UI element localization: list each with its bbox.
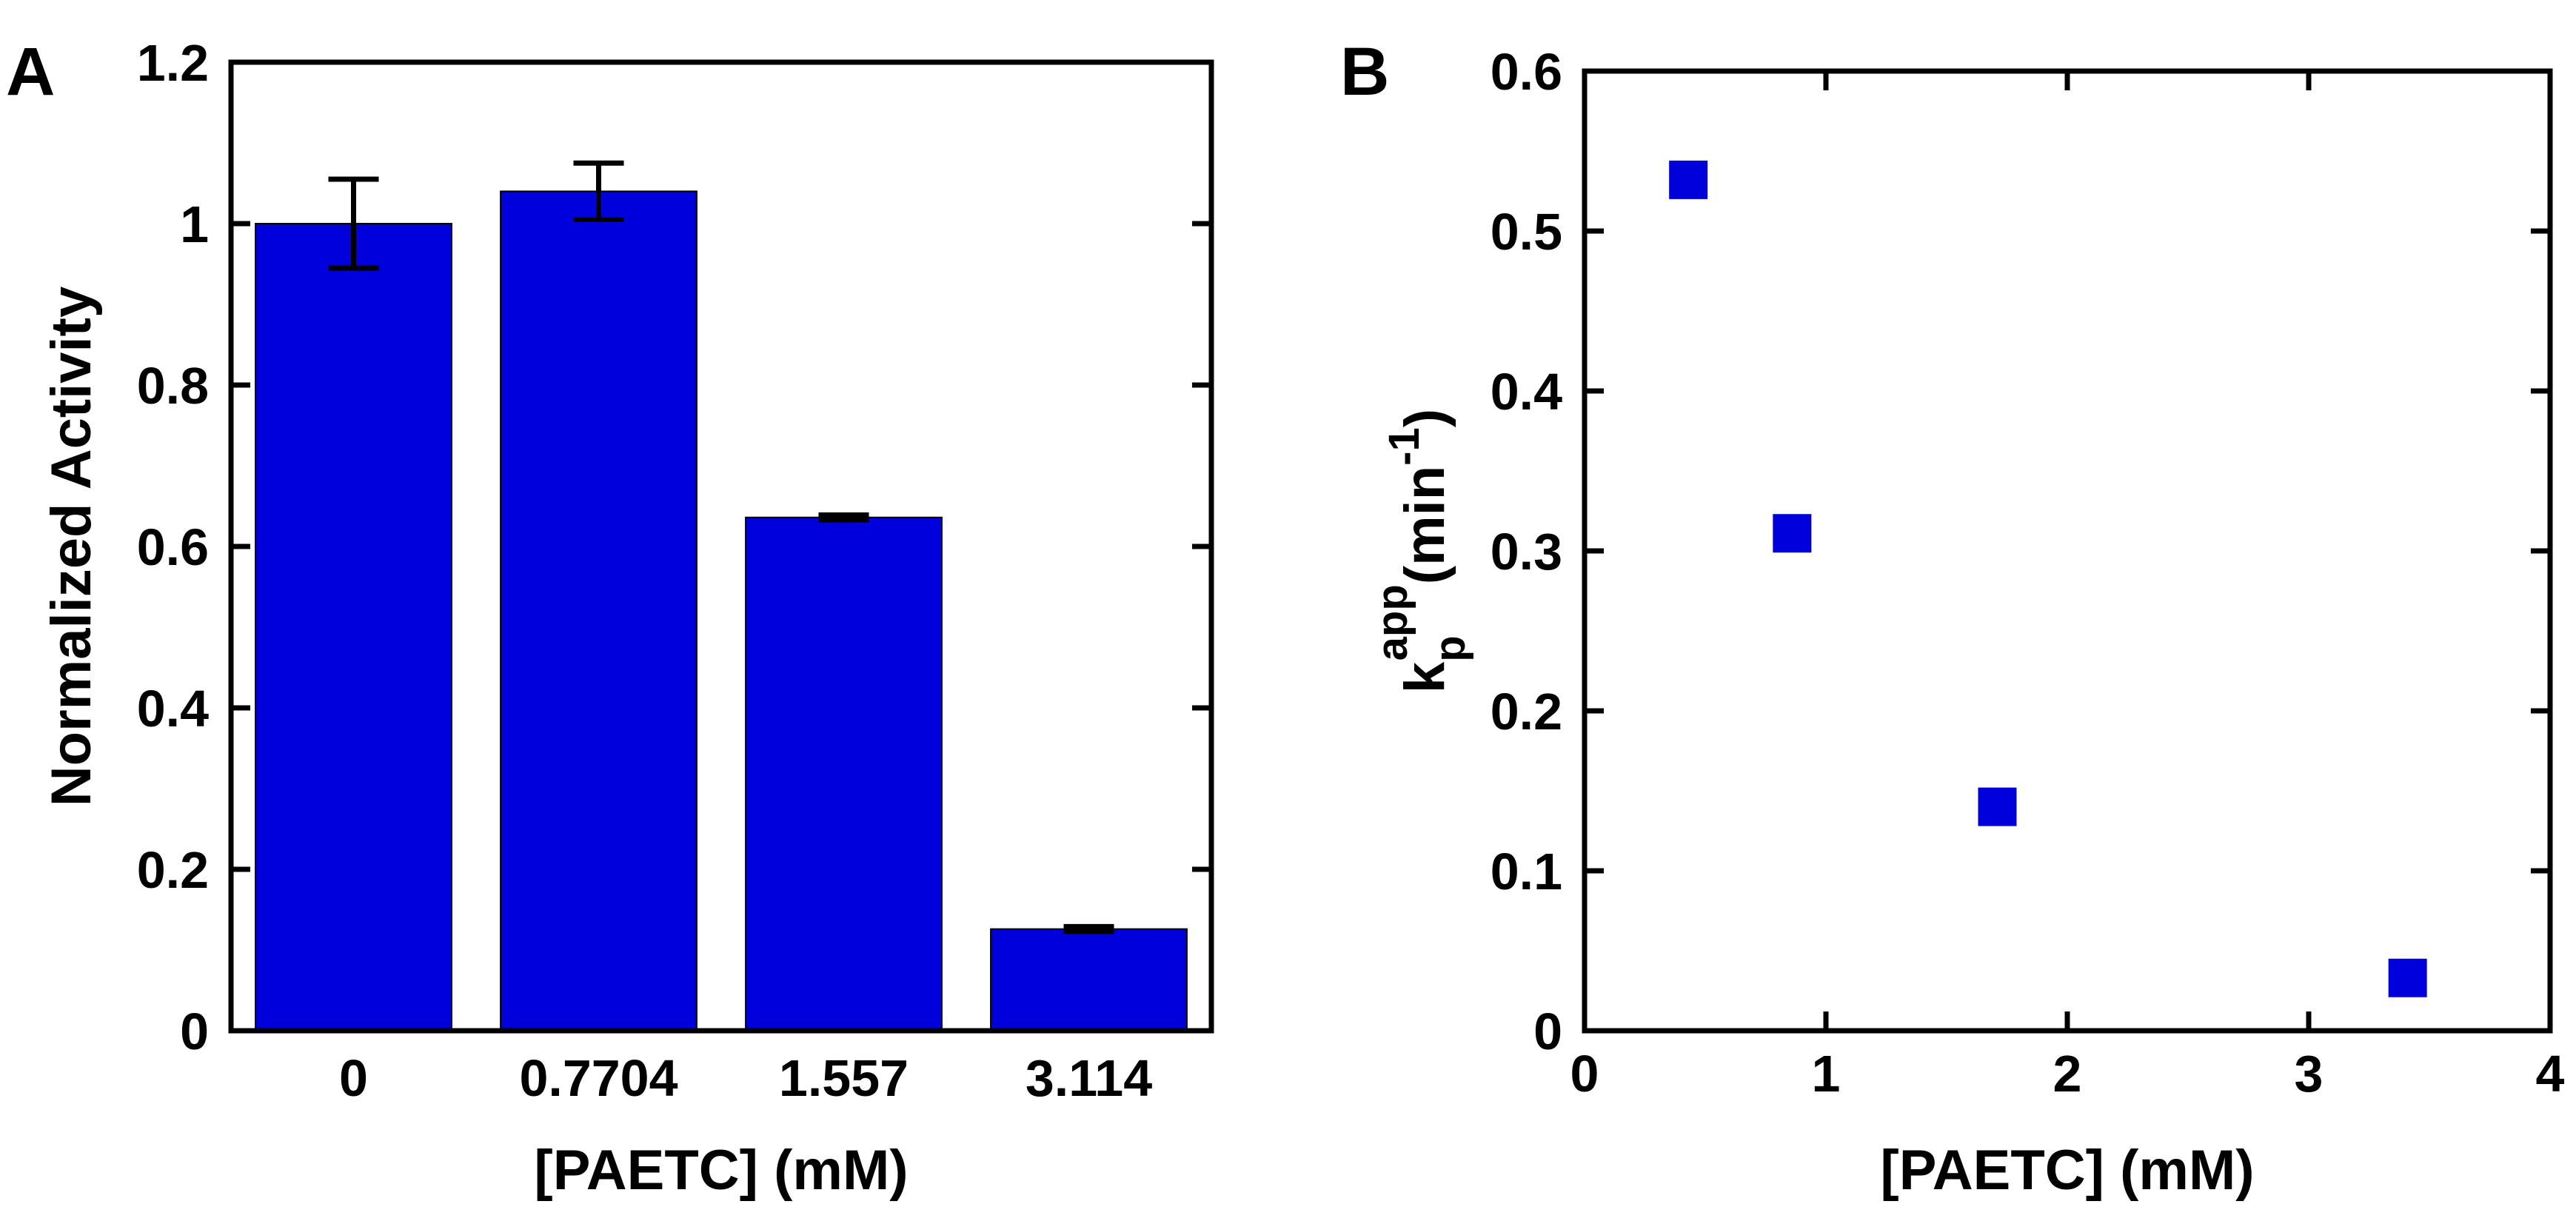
y-tick-label: 0.2: [1491, 683, 1562, 740]
bar-3: [745, 516, 943, 1031]
y-tick-label: 0.8: [137, 357, 209, 415]
panel-a-bar-chart: A 0 0.2 0.4 0.6 0.8 1 1.2 0 0.7704 1.557 3.114 [P…: [6, 34, 1214, 1202]
x-tick-label-1: 0: [339, 1049, 368, 1107]
y-tick-label: 0: [180, 1003, 209, 1060]
x-tick-label-2: 0.7704: [519, 1049, 678, 1107]
y-tick-label: 0.4: [137, 680, 209, 738]
data-point-1: [1669, 160, 1708, 199]
y-tick-label: 0.1: [1491, 843, 1562, 900]
panel-b-y-label-unit: (min: [1394, 466, 1456, 584]
x-tick-label: 4: [2536, 1045, 2565, 1103]
bar-1: [255, 223, 452, 1031]
panel-a-plot-frame: [228, 59, 1214, 1034]
data-point-4: [2388, 958, 2427, 997]
bar-4: [990, 928, 1188, 1032]
data-point-3: [1978, 787, 2017, 826]
panel-a-x-axis-title: [PAETC] (mM): [534, 1139, 908, 1202]
panel-b-x-ticks: 0 1 2 3 4: [1570, 71, 2565, 1103]
data-point-2: [1773, 514, 1812, 553]
panel-b-scatter-plot: B 0 0.1 0.2 0.3 0.4 0.5 0.6 0 1 2 3 4 [PAETC] (mM)…: [1340, 34, 2565, 1202]
panel-b-y-label-sub: p: [1426, 635, 1474, 661]
y-tick-label: 1.2: [137, 34, 209, 92]
x-tick-label: 1: [1812, 1045, 1841, 1103]
y-tick-label: 0.5: [1491, 203, 1562, 261]
panel-a-bars: [255, 190, 1188, 1032]
panel-b-y-ticks: 0 0.1 0.2 0.3 0.4 0.5 0.6: [1491, 43, 2550, 1060]
x-tick-label-3: 1.557: [779, 1049, 909, 1107]
y-tick-label: 0.4: [1491, 363, 1562, 421]
y-tick-label: 0: [1533, 1003, 1562, 1060]
y-tick-label: 0.6: [137, 518, 209, 576]
panel-a-y-axis-title: Normalized Activity: [40, 287, 103, 806]
panel-b-letter: B: [1340, 34, 1389, 110]
panel-a-x-ticks: 0 0.7704 1.557 3.114: [339, 1049, 1152, 1107]
y-tick-label: 0.3: [1491, 523, 1562, 581]
panel-a-letter: A: [6, 34, 55, 110]
panel-b-plot-frame: [1582, 68, 2553, 1034]
y-tick-label: 0.6: [1491, 43, 1562, 101]
x-tick-label: 0: [1570, 1045, 1599, 1103]
panel-a-error-bars: [328, 160, 1114, 934]
panel-b-y-label-unit-close: ): [1394, 409, 1456, 427]
y-tick-label: 0.2: [137, 841, 209, 899]
y-tick-label: 1: [180, 195, 209, 253]
panel-b-points: [1669, 160, 2427, 997]
x-tick-label-4: 3.114: [1026, 1049, 1152, 1107]
panel-b-y-label-unit-sup: -1: [1380, 427, 1428, 466]
x-tick-label: 3: [2295, 1045, 2324, 1103]
panel-b-y-label-sup: app: [1368, 584, 1416, 661]
panel-b-x-axis-title: [PAETC] (mM): [1880, 1139, 2254, 1202]
bar-2: [500, 190, 697, 1031]
panel-b-y-axis-title: kpapp(min-1): [1368, 409, 1474, 693]
panel-b-y-label-k: k: [1394, 661, 1456, 693]
x-tick-label: 2: [2053, 1045, 2082, 1103]
